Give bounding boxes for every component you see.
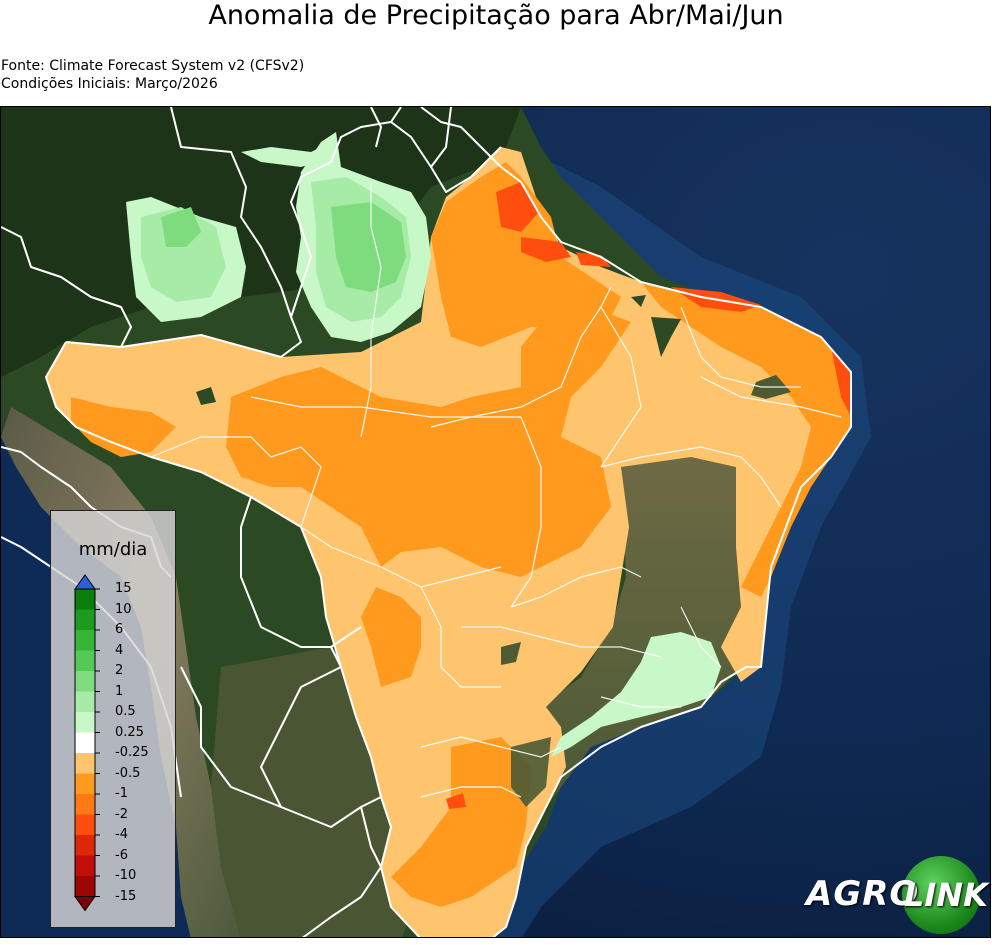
colombia-border	[1, 226, 132, 348]
guiana-coast	[370, 107, 522, 183]
guyana-venezuela-border	[170, 107, 292, 318]
anomaly-orange-west-central	[361, 587, 421, 687]
colorbar-tick-label: -6	[115, 847, 128, 863]
agrolink-logo: AGRO LINK	[806, 856, 988, 934]
state-border-mg-es	[680, 606, 722, 668]
colorbar-tick-label: -0.25	[115, 745, 149, 760]
colorbar-outline	[74, 588, 96, 897]
forest-patch-para	[651, 317, 681, 357]
colorbar-tick-label: -15	[115, 888, 137, 904]
colorbar-swatch	[75, 814, 95, 835]
colorbar-swatch	[75, 691, 95, 712]
anomaly-green-core-amapa-para	[331, 202, 406, 292]
logo-text-link: LINK	[904, 876, 988, 914]
anomaly-orange-northeast-coast	[641, 282, 851, 597]
forest-patch-goias	[501, 642, 521, 665]
state-border-mt-ms	[300, 526, 502, 588]
colorbar-swatch	[75, 732, 95, 753]
anomaly-orange-north	[431, 162, 621, 347]
andes-region	[1, 407, 241, 937]
anomaly-orange-northwest	[71, 397, 176, 457]
anomaly-red-orange-maranhao-coast	[576, 252, 611, 267]
colorbar-tick-label: 0.25	[115, 724, 144, 740]
anomaly-light-green-northwest-strip	[241, 142, 336, 167]
state-border-ms-sp	[420, 586, 501, 688]
state-border-to-go	[510, 416, 542, 608]
forest-patch-maranhao	[631, 295, 646, 307]
state-border-mg-rj	[600, 696, 681, 708]
colorbar-tick-label: -1	[115, 786, 128, 801]
paraguay-border	[260, 646, 382, 828]
suriname-border	[390, 107, 452, 168]
colorbar-tick-label: 0.5	[115, 704, 136, 719]
colorbar-tick-label: -10	[115, 868, 137, 883]
colorbar-tick-label: 10	[115, 601, 132, 617]
forest-patch-parana	[511, 737, 551, 807]
anomaly-green-roraima	[141, 207, 226, 302]
brazil-outline	[45, 341, 421, 937]
state-border-ba	[600, 446, 782, 508]
map-area	[0, 106, 991, 938]
colorbar-swatch	[75, 609, 95, 630]
logo-circle	[902, 856, 980, 934]
legend-unit-label: mm/dia	[78, 539, 148, 560]
initial-conditions-text: Condições Iniciais: Março/2026	[1, 76, 218, 92]
source-text: Fonte: Climate Forecast System v2 (CFSv2…	[1, 58, 305, 74]
colorbar-tick-label: 2	[115, 663, 124, 678]
state-border-pi-ce	[680, 306, 801, 388]
eastern-brazil-savanna	[506, 452, 761, 807]
state-border-ac-ro	[150, 436, 272, 458]
state-border-go-mg	[510, 566, 642, 608]
legend-panel: mm/dia 15 10 6 4 2 1 0.5 0.25 -0.25 -0.5 -1 -2 -4 -6 -…	[50, 510, 176, 928]
colorbar-extend-min	[74, 896, 96, 912]
anomaly-light-green-southeast	[551, 632, 721, 757]
anomaly-green-core-roraima	[161, 207, 201, 247]
colorbar-swatch	[75, 650, 95, 671]
colorbar-tick-label: -4	[115, 827, 128, 842]
state-border-pb-pe	[700, 376, 842, 418]
brazil-north-border	[65, 121, 502, 358]
logo-text-agro: AGRO	[806, 874, 920, 914]
political-borders	[1, 107, 852, 937]
colorbar-swatch	[75, 876, 95, 897]
colorbar-swatch	[75, 835, 95, 856]
forest-patch-acre	[196, 387, 216, 405]
colorbar-tick-label: 1	[115, 683, 124, 699]
brazil-coast	[491, 181, 852, 937]
colorbar-swatch	[75, 794, 95, 815]
map-canvas	[1, 107, 990, 937]
state-border-ma-pi	[600, 306, 642, 468]
colorbar-tick-label: 15	[115, 581, 132, 596]
colorbar-swatch	[75, 773, 95, 794]
colorbar-swatch	[75, 630, 95, 651]
colorbar-swatch	[75, 753, 95, 774]
anomaly-red-orange-para-coast	[521, 237, 571, 262]
colorbar-tick-label: -2	[115, 806, 128, 822]
state-border-mg-sp	[461, 626, 662, 658]
colorbar-swatch	[75, 712, 95, 733]
state-border-pr-sc	[420, 736, 562, 758]
anomaly-orange-central	[226, 307, 631, 577]
colorbar-extend-max	[74, 574, 96, 590]
guiana-forest	[1, 107, 521, 377]
colorbar	[74, 574, 100, 912]
map-title: Anomalia de Precipitação para Abr/Mai/Ju…	[208, 0, 784, 31]
colorbar-swatch	[75, 671, 95, 692]
anomaly-red-orange-rs	[446, 793, 466, 809]
anomaly-red-orange-ne-tip	[831, 347, 851, 417]
state-border-am-pa	[360, 182, 382, 438]
colorbar-tick-label: 4	[115, 642, 124, 658]
argentina-border	[180, 666, 382, 937]
state-border-am-mt	[250, 396, 521, 418]
state-border-sc-rs	[420, 786, 522, 798]
colorbar-swatch	[75, 589, 95, 610]
colorbar-tick-label: -0.5	[115, 765, 141, 781]
state-border-ro-mt	[270, 446, 322, 528]
colorbar-swatch	[75, 855, 95, 876]
state-borders	[150, 182, 842, 798]
anomaly-orange-south	[391, 737, 531, 907]
colorbar-tick-label: 6	[115, 622, 124, 637]
